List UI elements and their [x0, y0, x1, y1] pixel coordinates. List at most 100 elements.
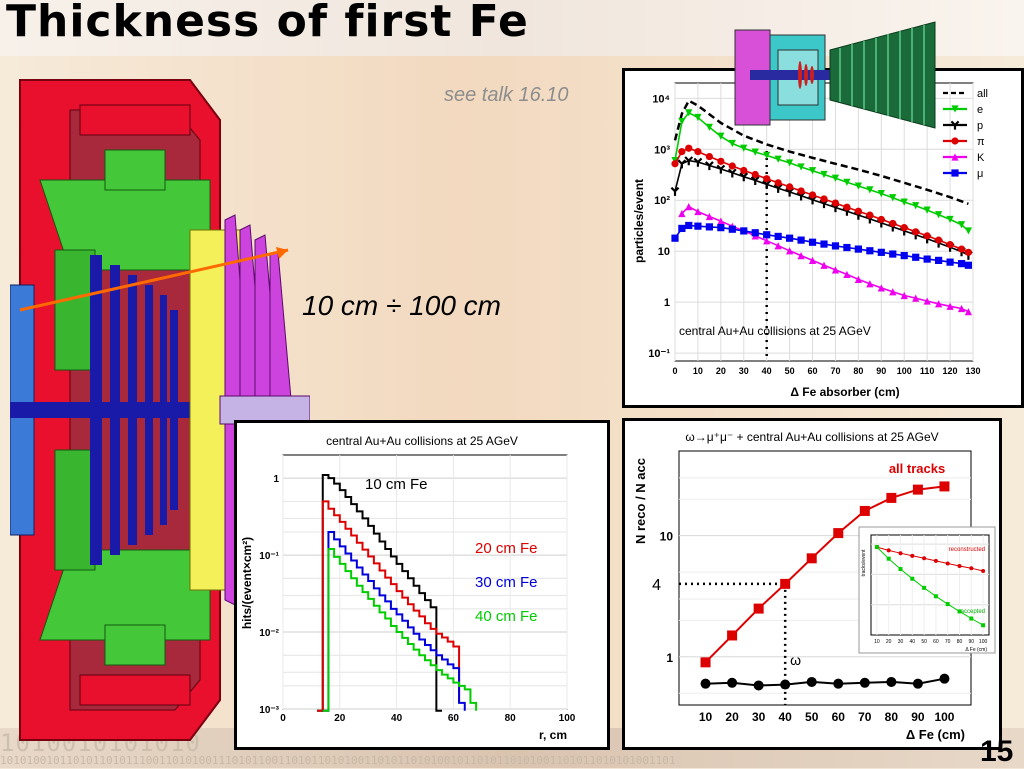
- data-point: [912, 228, 920, 236]
- chart-particles-panel: 10⁻¹ 1 10 10² 10³ 10⁴ 0 10 20 30 40 50 60 70 80 90 100 11…: [622, 68, 1024, 408]
- data-point: [763, 231, 771, 239]
- x-tick-label: 40: [391, 713, 403, 724]
- data-point: [700, 657, 711, 668]
- data-point: [797, 236, 805, 244]
- data-point: [843, 270, 851, 279]
- inset-x-tick-label: 100: [979, 639, 988, 645]
- data-point: [808, 167, 817, 175]
- x-tick-label: 120: [943, 366, 958, 376]
- data-point: [808, 191, 817, 199]
- series-label: 30 cm Fe: [475, 574, 538, 591]
- y-axis-label: particles/event: [632, 179, 646, 263]
- x-tick-label: 40: [779, 710, 793, 724]
- data-point: [694, 113, 702, 122]
- data-point: [751, 148, 759, 156]
- data-point: [889, 250, 897, 258]
- data-point: [831, 174, 840, 182]
- binary-decoration-small: 1010100101101011010111001101010011101011…: [0, 754, 676, 767]
- x-tick-label: 60: [448, 713, 460, 724]
- see-talk-note: see talk 16.10: [444, 84, 569, 106]
- data-point: [727, 677, 738, 688]
- data-point: [939, 481, 950, 492]
- data-point: [912, 253, 920, 261]
- x-tick-label: 20: [725, 710, 739, 724]
- chart-annotation: ω→μ⁺μ⁻ + central Au+Au collisions at 25 …: [685, 430, 938, 444]
- x-tick-label: 90: [911, 710, 925, 724]
- data-point: [964, 261, 973, 269]
- chart-annotation: central Au+Au collisions at 25 AGeV: [326, 434, 518, 448]
- inset-series-line: [876, 546, 984, 626]
- data-point: [717, 132, 725, 140]
- thickness-range-label: 10 cm ÷ 100 cm: [302, 290, 501, 321]
- inset-data-point: [922, 556, 927, 561]
- inset-data-point: [874, 545, 879, 550]
- inset-data-point: [922, 585, 927, 590]
- data-point: [820, 195, 828, 203]
- data-point: [705, 123, 713, 131]
- data-point: [740, 227, 748, 235]
- data-point: [820, 240, 828, 248]
- data-point: [716, 164, 726, 174]
- data-point: [671, 160, 679, 168]
- data-point: [751, 229, 759, 237]
- legend-entry: e: [977, 104, 983, 116]
- inset-x-tick-label: 20: [886, 639, 892, 645]
- data-point: [774, 179, 782, 187]
- data-point: [786, 159, 794, 167]
- data-point: [935, 236, 943, 244]
- data-point: [806, 553, 817, 564]
- inset-data-point: [933, 594, 938, 599]
- data-point: [964, 227, 973, 235]
- data-point: [750, 176, 760, 186]
- data-point: [866, 211, 874, 219]
- data-point: [923, 232, 931, 240]
- y-tick-label: 10⁻³: [259, 705, 279, 716]
- data-point: [717, 217, 725, 225]
- data-point: [762, 179, 772, 189]
- x-tick-label: 20: [716, 366, 726, 376]
- data-point: [935, 211, 943, 219]
- page-number: 15: [980, 735, 1014, 768]
- data-point: [833, 528, 844, 539]
- series-line: [704, 485, 945, 664]
- data-point: [786, 183, 794, 191]
- data-point: [900, 198, 908, 206]
- inset-data-point: [969, 616, 974, 621]
- data-point: [866, 280, 874, 288]
- y-tick-label: 1: [666, 651, 673, 665]
- inset-x-tick-label: 30: [898, 639, 904, 645]
- inset-data-point: [886, 548, 891, 553]
- data-point: [739, 172, 749, 182]
- data-point: [866, 186, 874, 194]
- data-point: [859, 677, 870, 688]
- x-tick-label: 70: [858, 710, 872, 724]
- data-point: [774, 232, 782, 241]
- inset-data-point: [898, 567, 903, 572]
- legend-entry: π: [977, 136, 985, 148]
- data-point: [753, 680, 764, 691]
- data-point: [889, 194, 897, 202]
- inset-data-point: [910, 576, 915, 581]
- data-point: [946, 302, 954, 310]
- inset-x-tick-label: 60: [933, 639, 939, 645]
- legend-marker: [951, 137, 959, 145]
- data-point: [763, 237, 771, 245]
- inset-data-point: [910, 553, 915, 558]
- data-point: [820, 261, 828, 269]
- inset-label-reconstructed: reconstructed: [949, 547, 985, 553]
- chart-hits: 10⁻³ 10⁻² 10⁻¹ 1 0 20 40 60 80 100 10 cm Fe 20 cm F…: [240, 434, 576, 742]
- data-point: [773, 183, 783, 193]
- chart-annotation: central Au+Au collisions at 25 AGeV: [679, 324, 871, 338]
- data-point: [854, 182, 862, 190]
- data-point: [806, 676, 817, 687]
- legend-marker: [951, 105, 959, 113]
- histogram-line: [317, 473, 443, 712]
- y-tick-label: 10⁴: [652, 93, 670, 105]
- inset-data-point: [886, 556, 891, 561]
- data-point: [923, 297, 931, 305]
- chart-omega-panel: 1 10 10 20 30 40 50 60 70 80 90 100 4 ω all tracks 10 20…: [622, 418, 1002, 750]
- data-point: [774, 242, 782, 250]
- data-point: [877, 215, 885, 224]
- data-point: [717, 157, 725, 165]
- inset-data-point: [981, 623, 986, 628]
